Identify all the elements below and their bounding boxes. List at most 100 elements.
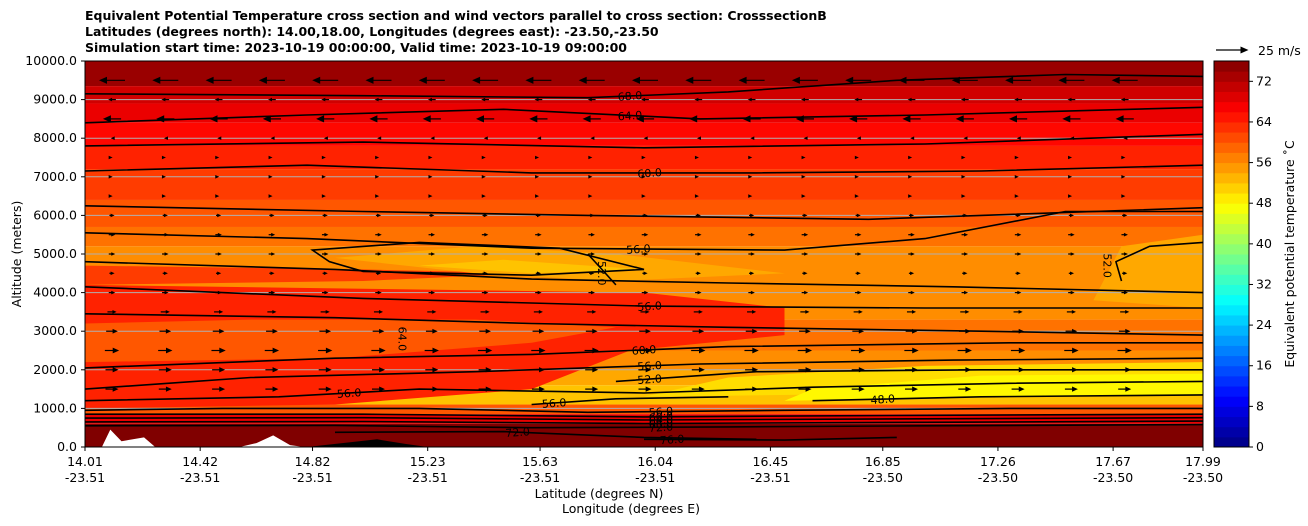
- wind-vector-head: [108, 175, 113, 179]
- wind-vector-head: [375, 155, 380, 160]
- wind-vector-head: [268, 175, 273, 179]
- wind-vector-head: [1123, 232, 1128, 237]
- wind-vector-head: [803, 213, 808, 218]
- wind-vector-head: [205, 76, 214, 84]
- wind-vector-head: [377, 271, 382, 276]
- wind-vector-head: [1123, 213, 1128, 218]
- wind-vector-head: [485, 367, 492, 373]
- wind-vector-head: [379, 386, 385, 392]
- contour-line: [85, 133, 1203, 149]
- wind-vector-head: [965, 310, 970, 314]
- y-tick-label: 1000.0: [33, 400, 77, 415]
- wind-vector-head: [1067, 97, 1072, 102]
- colorbar-segment: [1214, 152, 1249, 164]
- wind-vector-head: [112, 328, 118, 334]
- wind-vector-head: [481, 194, 486, 198]
- wind-vector-head: [592, 386, 599, 392]
- wind-vector-head: [907, 97, 912, 102]
- contour-label-group: 64.0: [648, 413, 673, 428]
- wind-vector-head: [1072, 386, 1078, 392]
- wind-vector-head: [108, 194, 113, 198]
- wind-vector-head: [217, 232, 222, 237]
- contour-line: [85, 420, 1203, 425]
- y-tick-label: 10000.0: [25, 53, 77, 68]
- wind-vector-head: [1125, 386, 1132, 392]
- contour-line: [85, 357, 1203, 390]
- wind-vector-head: [805, 347, 813, 354]
- wind-vector-head: [217, 213, 222, 218]
- contour-label-group: 48.0: [870, 392, 895, 407]
- wind-vector-head: [804, 290, 809, 295]
- wind-vector-head: [697, 290, 702, 295]
- wind-vector-head: [1014, 97, 1019, 102]
- wind-vector-head: [539, 347, 546, 354]
- wind-vector-head: [428, 155, 433, 160]
- x-tick-label-lon: -23.50: [1183, 470, 1223, 485]
- wind-vector-head: [217, 136, 222, 140]
- wind-vector-head: [912, 347, 919, 354]
- contour-line: [1115, 241, 1203, 282]
- y-tick-label: 3000.0: [33, 323, 77, 338]
- wind-vector-head: [108, 97, 113, 102]
- colorbar-segment: [1214, 325, 1249, 336]
- wind-vector-head: [112, 310, 117, 314]
- wind-vector-head: [529, 115, 538, 123]
- wind-vector-head: [432, 386, 439, 392]
- wind-vector-head: [750, 290, 755, 295]
- wind-vector-head: [689, 115, 698, 123]
- wind-vector-head: [268, 155, 273, 160]
- contour-label-group: 52.0: [595, 261, 608, 286]
- wind-vector-head: [1018, 386, 1025, 392]
- wind-vector-head: [272, 386, 279, 392]
- colorbar-segment: [1214, 61, 1249, 72]
- y-tick-label: 4000.0: [33, 285, 77, 300]
- contour-label: 52.0: [595, 261, 608, 286]
- wind-vector-head: [374, 97, 379, 102]
- contour-label-group: 52.0: [1101, 253, 1114, 278]
- x-tick-label-lon: -23.51: [292, 470, 332, 485]
- colorbar-frame: [1213, 60, 1250, 448]
- wind-vector-head: [1111, 76, 1120, 84]
- wind-vector-head: [483, 136, 488, 140]
- contour-label-group: 52.0: [637, 372, 662, 387]
- wind-vector-head: [857, 252, 862, 256]
- wind-vector-head: [1017, 232, 1022, 237]
- wind-vector-head: [858, 328, 865, 334]
- wind-vector-head: [165, 328, 172, 334]
- contour-label: 64.0: [648, 413, 673, 428]
- wind-vector-head: [696, 271, 701, 276]
- wind-vector-head: [1071, 328, 1078, 334]
- wind-vector-head: [964, 290, 969, 295]
- wind-vector-head: [750, 271, 755, 276]
- wind-vector-head: [484, 252, 489, 256]
- y-tick-label: 0.0: [57, 439, 77, 454]
- wind-vector-head: [805, 386, 812, 392]
- wind-vector-head: [272, 328, 278, 334]
- contour-line: [615, 369, 1203, 383]
- wind-vector-head: [164, 252, 169, 256]
- colorbar-segment: [1214, 375, 1249, 387]
- wind-vector-head: [590, 271, 595, 276]
- wind-vector-head: [268, 194, 273, 198]
- wind-vector-head: [805, 328, 811, 334]
- theta-e-band: [85, 103, 1203, 123]
- wind-vector-head: [1014, 194, 1019, 198]
- quiver-key: 25 m/s: [1216, 43, 1301, 58]
- colorbar-segment: [1214, 396, 1249, 407]
- wind-vector-head: [752, 310, 757, 314]
- wind-vector-head: [578, 76, 587, 84]
- x-tick-label-lon: -23.51: [65, 470, 105, 485]
- wind-vector-head: [418, 76, 427, 84]
- contour-line: [85, 205, 1203, 221]
- wind-vector-head: [805, 310, 810, 314]
- wind-vector-head: [902, 115, 911, 123]
- wind-vector-head: [1115, 115, 1124, 123]
- x-tick-label-lat: 17.67: [1095, 454, 1131, 469]
- contour-label: 52.0: [637, 372, 662, 387]
- wind-vector-head: [271, 252, 276, 256]
- wind-vector-head: [912, 386, 918, 392]
- quiver-key-arrowhead: [1240, 46, 1249, 54]
- wind-vector-head: [698, 328, 705, 334]
- wind-vector-head: [537, 290, 542, 295]
